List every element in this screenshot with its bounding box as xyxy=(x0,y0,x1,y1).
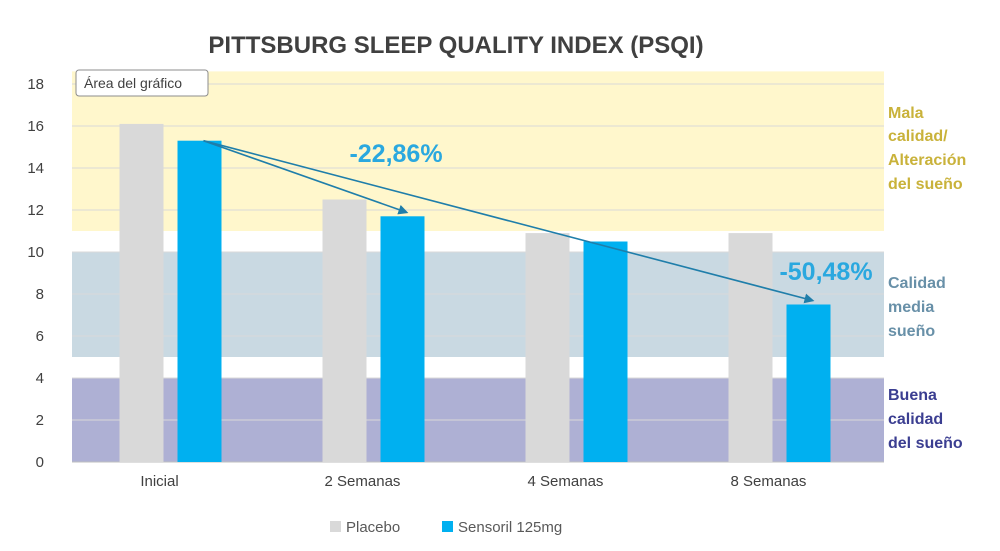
y-tick-12: 12 xyxy=(27,202,44,219)
y-axis-ticks: 0 2 4 6 8 10 12 14 16 18 xyxy=(27,76,44,471)
band-label-2-0: Mala xyxy=(888,105,924,122)
legend-label-0: Placebo xyxy=(346,519,400,536)
y-tick-4: 4 xyxy=(36,370,44,387)
bar-sensoril-125mg-1 xyxy=(380,216,425,462)
bar-sensoril-125mg-2 xyxy=(583,241,628,462)
x-axis-labels: Inicial 2 Semanas 4 Semanas 8 Semanas xyxy=(140,473,806,490)
legend-swatch-1 xyxy=(442,521,453,532)
arrow-1 xyxy=(203,139,815,304)
x-label-1: 2 Semanas xyxy=(325,473,401,490)
legend-swatch-0 xyxy=(330,521,341,532)
bar-sensoril-125mg-3 xyxy=(786,304,831,462)
band-labels: Buena calidad del sueño Calidad media sueño Ma… xyxy=(888,105,966,452)
band-label-0-1: calidad xyxy=(888,411,943,428)
band-label-0-0: Buena xyxy=(888,387,937,404)
band-label-2-1: calidad/ xyxy=(888,128,948,145)
annotation-0: -22,86% xyxy=(349,140,442,168)
y-tick-18: 18 xyxy=(27,76,44,93)
legend-label-1: Sensoril 125mg xyxy=(458,519,562,536)
bar-placebo-0 xyxy=(119,123,164,463)
y-tick-2: 2 xyxy=(36,412,44,429)
y-tick-16: 16 xyxy=(27,118,44,135)
legend: Placebo Sensoril 125mg xyxy=(330,519,562,536)
x-label-3: 8 Semanas xyxy=(731,473,807,490)
y-tick-14: 14 xyxy=(27,160,44,177)
band-label-2-3: del sueño xyxy=(888,176,963,193)
y-tick-0: 0 xyxy=(36,454,44,471)
bar-placebo-1 xyxy=(322,199,367,462)
tooltip-text: Área del gráfico xyxy=(84,75,182,91)
x-label-2: 4 Semanas xyxy=(528,473,604,490)
arrow-0 xyxy=(203,139,409,215)
x-label-0: Inicial xyxy=(140,473,178,490)
bar-sensoril-125mg-0 xyxy=(177,140,222,462)
y-tick-10: 10 xyxy=(27,244,44,261)
trend-arrows: -22,86% -50,48% xyxy=(203,139,873,304)
annotation-1: -50,48% xyxy=(779,258,872,286)
chart-title: PITTSBURG SLEEP QUALITY INDEX (PSQI) xyxy=(208,32,703,59)
band-label-1-1: media xyxy=(888,299,934,316)
bars xyxy=(119,123,831,463)
tooltip-box xyxy=(75,69,209,97)
band-label-2-2: Alteración xyxy=(888,152,966,169)
band-label-1-2: sueño xyxy=(888,323,935,340)
band-label-1-0: Calidad xyxy=(888,275,946,292)
y-tick-8: 8 xyxy=(36,286,44,303)
bar-placebo-3 xyxy=(728,233,773,462)
y-tick-6: 6 xyxy=(36,328,44,345)
chart-area-tooltip: Área del gráfico xyxy=(75,69,209,97)
band-label-0-2: del sueño xyxy=(888,435,963,452)
bar-placebo-2 xyxy=(525,233,570,462)
